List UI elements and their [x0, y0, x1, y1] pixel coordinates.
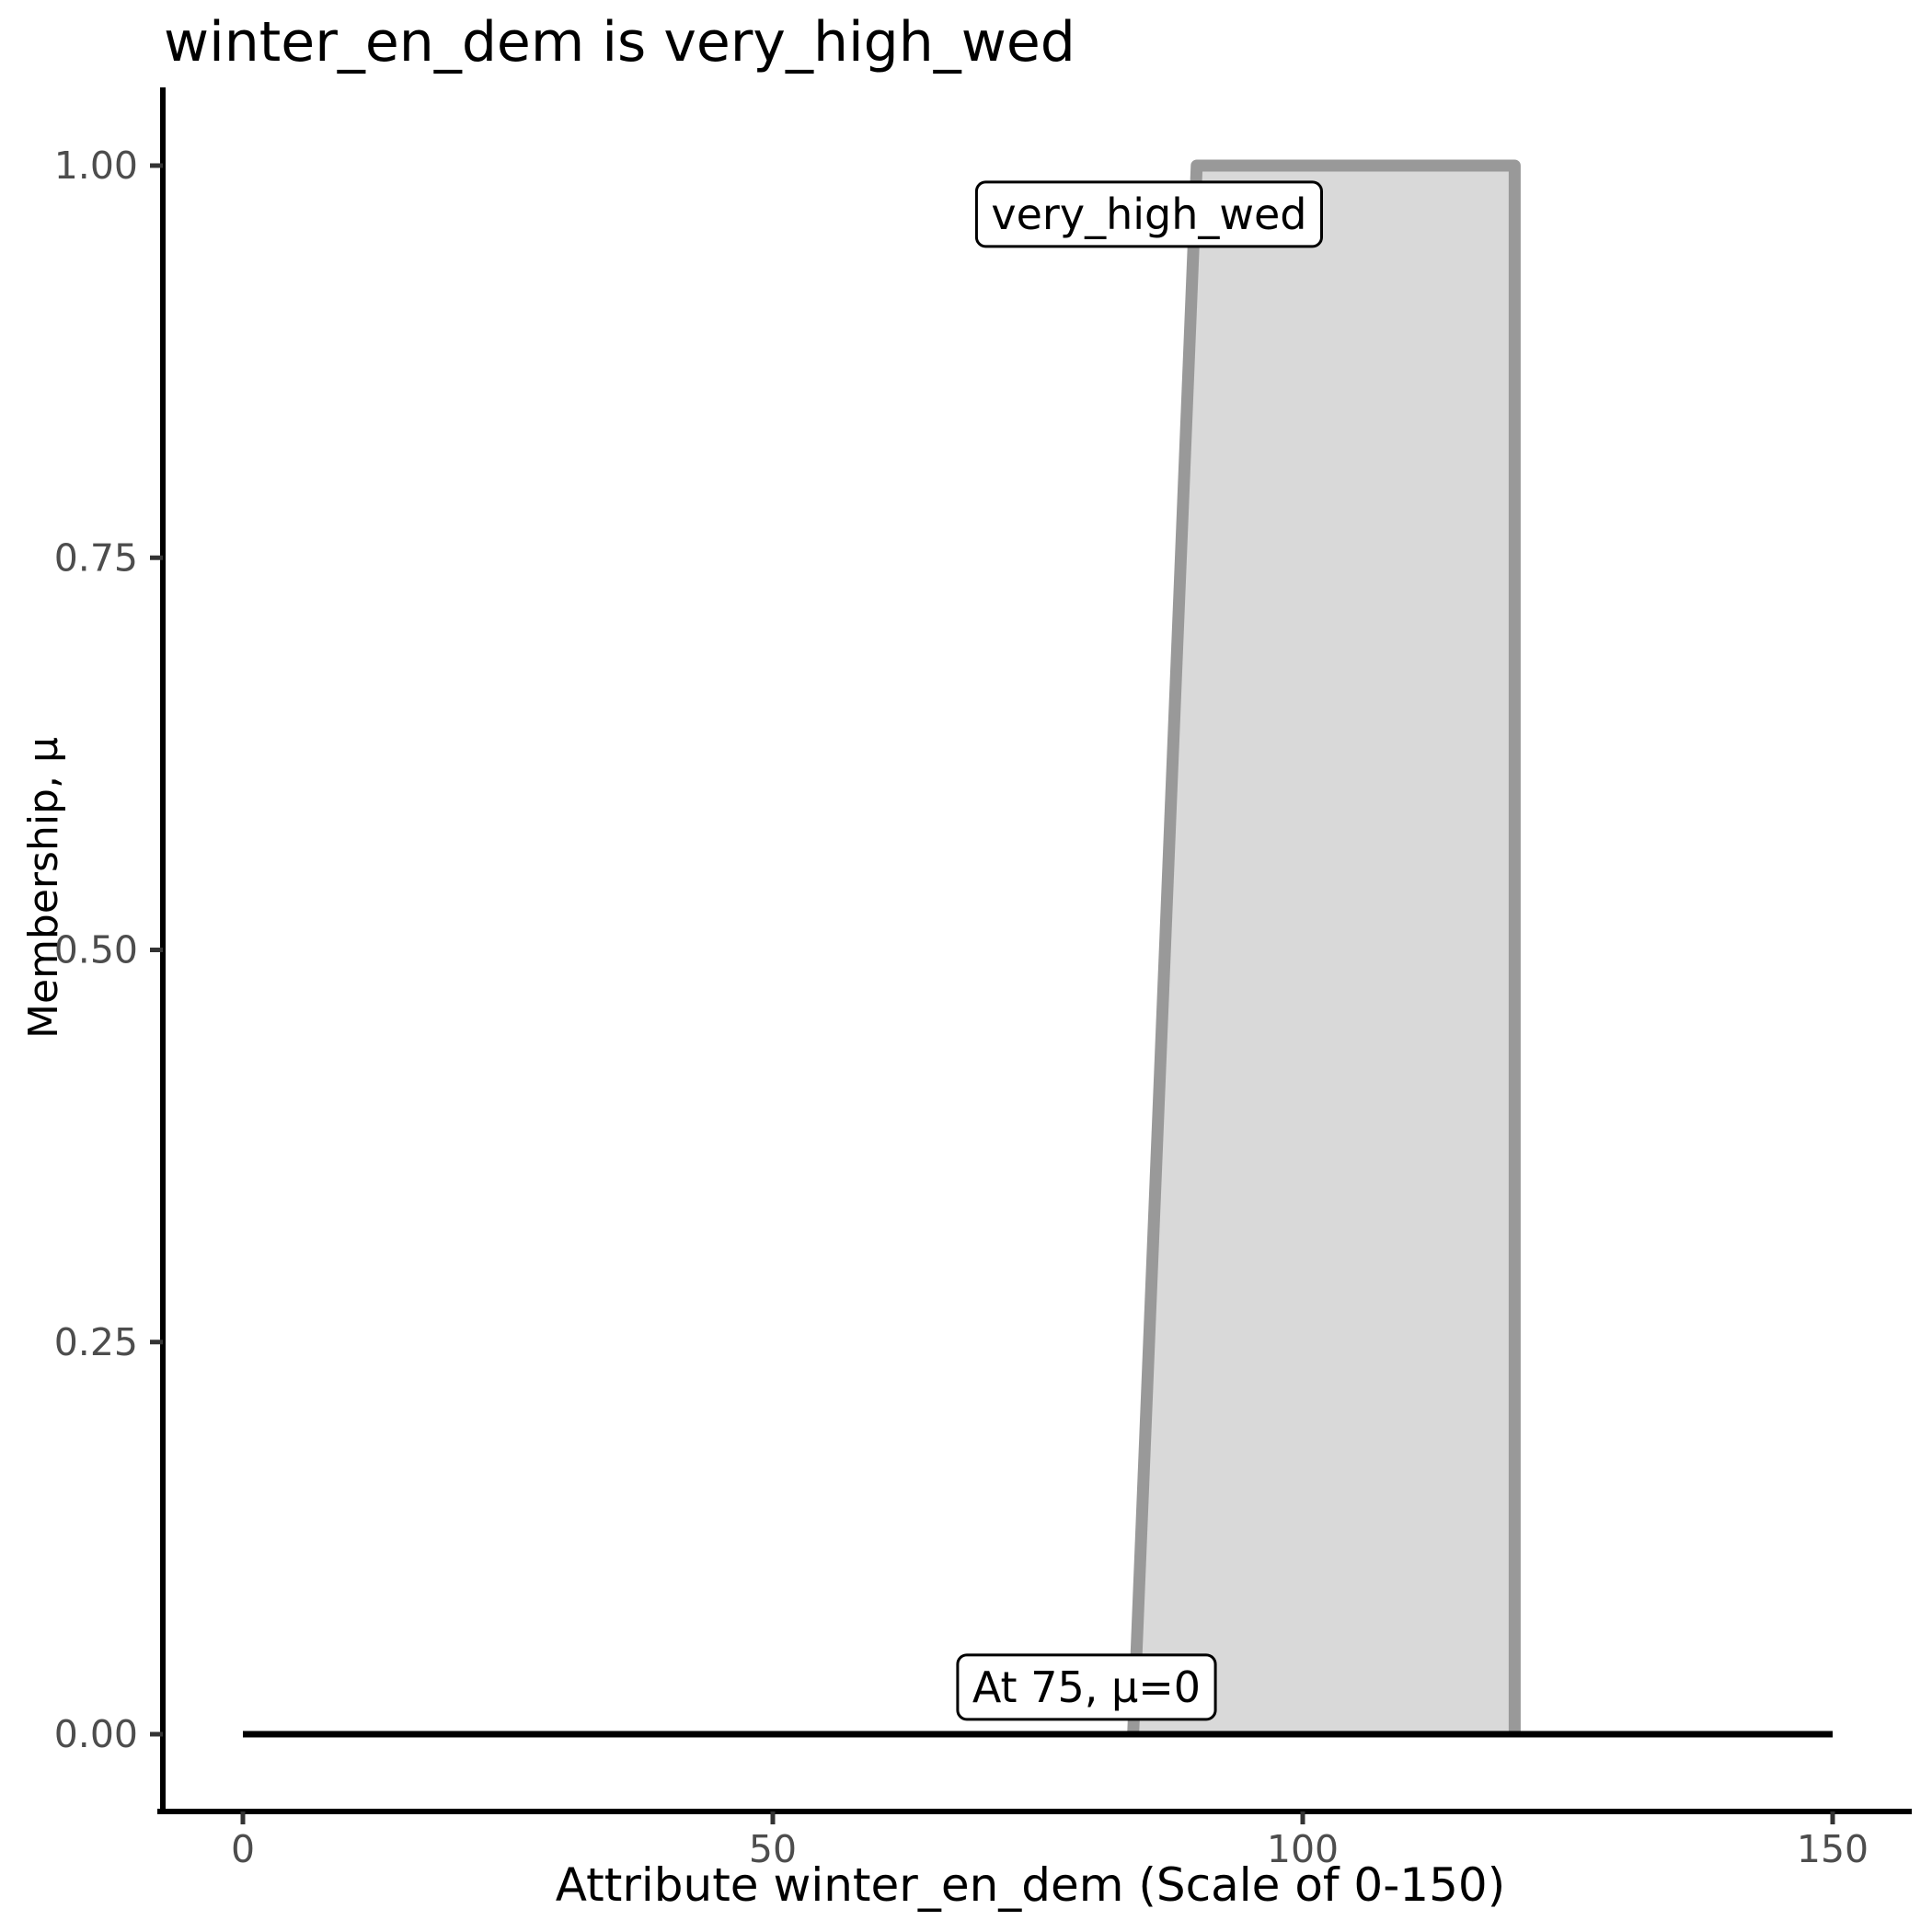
x-tick-label: 0 — [231, 1827, 255, 1871]
x-tick-label: 50 — [749, 1827, 797, 1871]
chart-title: winter_en_dem is very_high_wed — [164, 10, 1075, 75]
annotation-label: very_high_wed — [991, 190, 1306, 239]
membership-outline — [1127, 159, 1521, 1735]
x-tick-label: 100 — [1267, 1827, 1339, 1871]
y-tick-label: 0.25 — [54, 1320, 138, 1364]
y-axis-title: Membership, μ — [20, 737, 67, 1039]
y-tick-label: 0.00 — [54, 1712, 138, 1756]
membership-polygon — [1133, 166, 1515, 1734]
y-tick-label: 1.00 — [54, 144, 138, 188]
annotation-box — [974, 180, 1323, 248]
y-tick-label: 0.75 — [54, 535, 138, 580]
x-tick-label: 150 — [1797, 1827, 1869, 1871]
y-tick-label: 0.50 — [54, 928, 138, 972]
x-axis-title: Attribute winter_en_dem (Scale of 0-150) — [555, 1858, 1506, 1912]
annotation-box — [956, 1653, 1217, 1721]
annotation-label: At 75, μ=0 — [972, 1662, 1201, 1712]
